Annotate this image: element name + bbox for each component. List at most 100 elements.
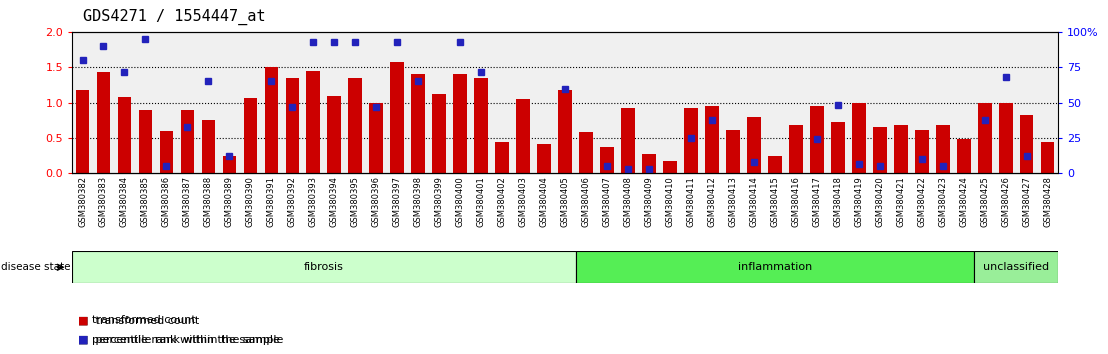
Bar xyxy=(348,78,362,173)
Text: disease state: disease state xyxy=(1,262,71,272)
Text: GSM380389: GSM380389 xyxy=(225,176,234,227)
Bar xyxy=(643,154,656,173)
Bar xyxy=(852,103,865,173)
Text: GSM380405: GSM380405 xyxy=(561,176,570,227)
Text: GSM380382: GSM380382 xyxy=(78,176,88,227)
Text: GSM380426: GSM380426 xyxy=(1002,176,1010,227)
Text: GSM380413: GSM380413 xyxy=(728,176,738,227)
Text: GSM380395: GSM380395 xyxy=(351,176,360,227)
Bar xyxy=(705,106,719,173)
Text: GSM380428: GSM380428 xyxy=(1043,176,1053,227)
Bar xyxy=(999,103,1013,173)
Bar xyxy=(894,125,907,173)
Text: GSM380419: GSM380419 xyxy=(854,176,863,227)
Bar xyxy=(181,110,194,173)
Bar xyxy=(1019,115,1034,173)
Bar xyxy=(684,108,698,173)
Bar xyxy=(622,108,635,173)
Bar xyxy=(138,110,152,173)
Text: GSM380396: GSM380396 xyxy=(372,176,381,227)
Bar xyxy=(223,156,236,173)
Bar xyxy=(516,99,530,173)
Text: GSM380384: GSM380384 xyxy=(120,176,129,227)
Bar xyxy=(286,78,299,173)
Text: GSM380423: GSM380423 xyxy=(938,176,947,227)
Bar xyxy=(873,127,886,173)
Text: GSM380407: GSM380407 xyxy=(603,176,612,227)
Text: GSM380392: GSM380392 xyxy=(288,176,297,227)
Bar xyxy=(369,103,383,173)
Bar xyxy=(601,147,614,173)
Text: GSM380400: GSM380400 xyxy=(455,176,464,227)
Bar xyxy=(537,144,551,173)
Bar xyxy=(202,120,215,173)
Text: transformed count: transformed count xyxy=(92,315,196,325)
Text: ■  transformed count: ■ transformed count xyxy=(78,315,198,325)
Bar xyxy=(768,156,782,173)
Bar xyxy=(1040,142,1055,173)
Bar xyxy=(810,106,823,173)
Text: GSM380415: GSM380415 xyxy=(770,176,779,227)
Text: GSM380388: GSM380388 xyxy=(204,176,213,227)
Text: percentile rank within the sample: percentile rank within the sample xyxy=(92,335,280,345)
Text: GSM380406: GSM380406 xyxy=(582,176,591,227)
Text: unclassified: unclassified xyxy=(983,262,1049,272)
Text: GSM380385: GSM380385 xyxy=(141,176,150,227)
Text: GSM380383: GSM380383 xyxy=(99,176,107,227)
Text: GSM380403: GSM380403 xyxy=(519,176,527,227)
Text: inflammation: inflammation xyxy=(738,262,812,272)
Bar xyxy=(117,97,131,173)
Text: GSM380404: GSM380404 xyxy=(540,176,548,227)
Text: GSM380387: GSM380387 xyxy=(183,176,192,227)
Text: GSM380414: GSM380414 xyxy=(749,176,758,227)
Bar xyxy=(726,130,740,173)
Text: GSM380410: GSM380410 xyxy=(666,176,675,227)
Bar xyxy=(957,139,971,173)
Bar xyxy=(978,103,992,173)
Text: GSM380391: GSM380391 xyxy=(267,176,276,227)
Text: GSM380402: GSM380402 xyxy=(497,176,506,227)
Bar xyxy=(474,78,488,173)
Bar xyxy=(307,71,320,173)
Text: ■: ■ xyxy=(78,315,88,325)
Bar xyxy=(936,125,950,173)
Bar xyxy=(453,74,466,173)
Bar xyxy=(96,72,111,173)
Bar xyxy=(244,98,257,173)
Text: GSM380390: GSM380390 xyxy=(246,176,255,227)
Text: GSM380411: GSM380411 xyxy=(687,176,696,227)
Text: GSM380408: GSM380408 xyxy=(624,176,633,227)
Text: GSM380417: GSM380417 xyxy=(812,176,821,227)
Text: GSM380418: GSM380418 xyxy=(833,176,842,227)
Text: GDS4271 / 1554447_at: GDS4271 / 1554447_at xyxy=(83,8,266,25)
Bar xyxy=(75,90,90,173)
Bar xyxy=(432,94,447,173)
Text: GSM380399: GSM380399 xyxy=(434,176,443,227)
Bar xyxy=(747,117,761,173)
Text: GSM380386: GSM380386 xyxy=(162,176,171,227)
Text: ■: ■ xyxy=(78,335,88,345)
Text: GSM380398: GSM380398 xyxy=(413,176,423,227)
Bar xyxy=(558,90,572,173)
Text: GSM380409: GSM380409 xyxy=(645,176,654,227)
Text: GSM380424: GSM380424 xyxy=(960,176,968,227)
Text: GSM380397: GSM380397 xyxy=(392,176,402,227)
Text: GSM380394: GSM380394 xyxy=(330,176,339,227)
Text: GSM380416: GSM380416 xyxy=(791,176,800,227)
Bar xyxy=(915,130,929,173)
Text: GSM380421: GSM380421 xyxy=(896,176,905,227)
Bar xyxy=(664,161,677,173)
Bar xyxy=(160,131,173,173)
Bar xyxy=(328,96,341,173)
Text: GSM380422: GSM380422 xyxy=(917,176,926,227)
Bar xyxy=(575,251,974,283)
Bar xyxy=(390,62,404,173)
Text: GSM380425: GSM380425 xyxy=(981,176,989,227)
Text: GSM380420: GSM380420 xyxy=(875,176,884,227)
Bar xyxy=(974,251,1058,283)
Text: GSM380401: GSM380401 xyxy=(476,176,485,227)
Bar xyxy=(411,74,425,173)
Bar xyxy=(72,251,575,283)
Text: ■  percentile rank within the sample: ■ percentile rank within the sample xyxy=(78,335,283,345)
Bar xyxy=(495,142,509,173)
